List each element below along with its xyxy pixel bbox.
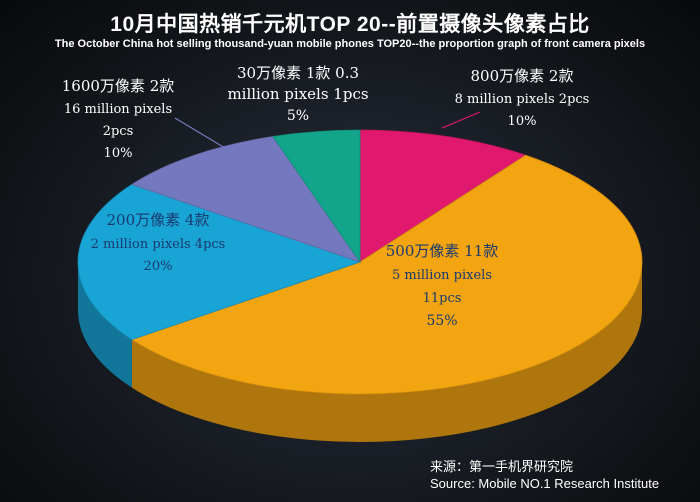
slice-label-1600w: 1600万像素 2款 16 million pixels 2pcs 10% (62, 77, 175, 161)
slice-label-200w-en: 2 million pixels 4pcs (91, 237, 226, 252)
pie-side-500w (131, 262, 642, 442)
pie-side-200w (78, 262, 132, 388)
slice-label-800w-en: 8 million pixels 2pcs (455, 92, 590, 107)
pie-slice-30w (272, 129, 361, 264)
slice-label-500w-count: 11pcs (423, 291, 462, 306)
pie-slice-500w (130, 154, 643, 395)
slice-label-800w: 800万像素 2款 8 million pixels 2pcs 10% (455, 67, 590, 129)
slice-label-30w-percent: 5% (287, 108, 309, 124)
slice-label-1600w-cn: 1600万像素 2款 (62, 77, 175, 95)
slice-label-200w-cn: 200万像素 4款 (107, 211, 210, 229)
pie-slice-200w (77, 183, 362, 341)
slice-label-800w-cn: 800万像素 2款 (471, 67, 574, 85)
chart-title: 10月中国热销千元机TOP 20--前置摄像头像素占比 (110, 13, 590, 36)
slice-label-30w: 30万像素 1款 0.3 million pixels 1pcs 5% (227, 64, 368, 124)
leader-line-1600w (174, 117, 226, 149)
source-en: Source: Mobile NO.1 Research Institute (430, 476, 660, 491)
pie-tops (77, 129, 643, 395)
slice-label-1600w-count: 2pcs (103, 124, 134, 139)
leader-line-800w (441, 111, 481, 129)
slice-label-500w-cn: 500万像素 11款 (386, 242, 499, 260)
slice-label-30w-cn: 30万像素 1款 0.3 (237, 64, 359, 82)
pie-sides (78, 262, 642, 442)
slice-label-500w-en: 5 million pixels (392, 268, 492, 283)
source-cn: 来源：第一手机界研究院 (430, 459, 574, 474)
slice-label-30w-en: million pixels 1pcs (227, 85, 368, 103)
pie-slice-800w (359, 129, 527, 263)
slice-label-200w: 200万像素 4款 2 million pixels 4pcs 20% (91, 211, 226, 274)
slice-label-500w-percent: 55% (426, 313, 457, 329)
slice-label-1600w-percent: 10% (104, 146, 133, 161)
pie-slice-1600w (130, 136, 362, 263)
slice-label-1600w-en: 16 million pixels (64, 102, 172, 117)
source-note: 来源：第一手机界研究院 Source: Mobile NO.1 Research… (430, 458, 659, 492)
chart-subtitle: The October China hot selling thousand-y… (54, 38, 646, 50)
slice-label-800w-percent: 10% (508, 114, 537, 129)
slice-label-500w: 500万像素 11款 5 million pixels 11pcs 55% (386, 242, 499, 329)
slice-label-200w-percent: 20% (144, 259, 173, 274)
